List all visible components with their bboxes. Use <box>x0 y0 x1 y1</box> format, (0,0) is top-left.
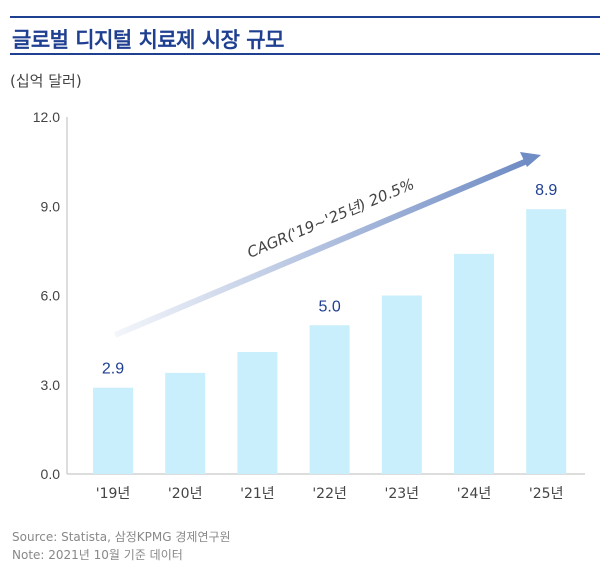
data-label: 8.9 <box>535 182 557 199</box>
x-tick-label: '24년 <box>457 486 492 502</box>
chart-title: 글로벌 디지털 치료제 시장 규모 <box>12 28 284 52</box>
bar-4 <box>381 295 422 474</box>
title-rule <box>10 53 600 55</box>
cagr-arrow-line <box>113 158 529 338</box>
data-label: 5.0 <box>318 298 340 315</box>
top-rule <box>10 16 600 18</box>
bar-6 <box>526 209 567 474</box>
data-label: 2.9 <box>102 361 124 378</box>
y-tick-label: 0.0 <box>41 466 61 482</box>
date-note: Note: 2021년 10월 기준 데이터 <box>12 548 183 562</box>
bar-0 <box>93 387 133 474</box>
y-tick-label: 12.0 <box>33 109 60 125</box>
cagr-arrow <box>113 152 541 338</box>
unit-label: (십억 달러) <box>10 72 82 90</box>
x-tick-label: '22년 <box>312 486 347 502</box>
x-tick-label: '21년 <box>240 486 275 502</box>
y-tick-label: 6.0 <box>41 288 61 304</box>
source-note: Source: Statista, 삼정KPMG 경제연구원 <box>12 530 231 544</box>
cagr-arrow-head <box>520 152 541 167</box>
x-tick-label: '25년 <box>529 486 564 502</box>
x-tick-label: '23년 <box>385 486 420 502</box>
y-tick-label: 3.0 <box>41 377 61 393</box>
bar-5 <box>454 253 494 474</box>
x-tick-label: '19년 <box>96 486 131 502</box>
bar-2 <box>237 352 278 474</box>
bar-1 <box>165 372 206 474</box>
y-tick-label: 9.0 <box>41 198 61 214</box>
x-tick-label: '20년 <box>168 486 203 502</box>
bar-chart: 0.0 3.0 6.0 9.0 12.0 '19년 '20년 '21년 '22년 '23년 '24년… <box>33 109 585 502</box>
bar-3 <box>309 325 350 474</box>
